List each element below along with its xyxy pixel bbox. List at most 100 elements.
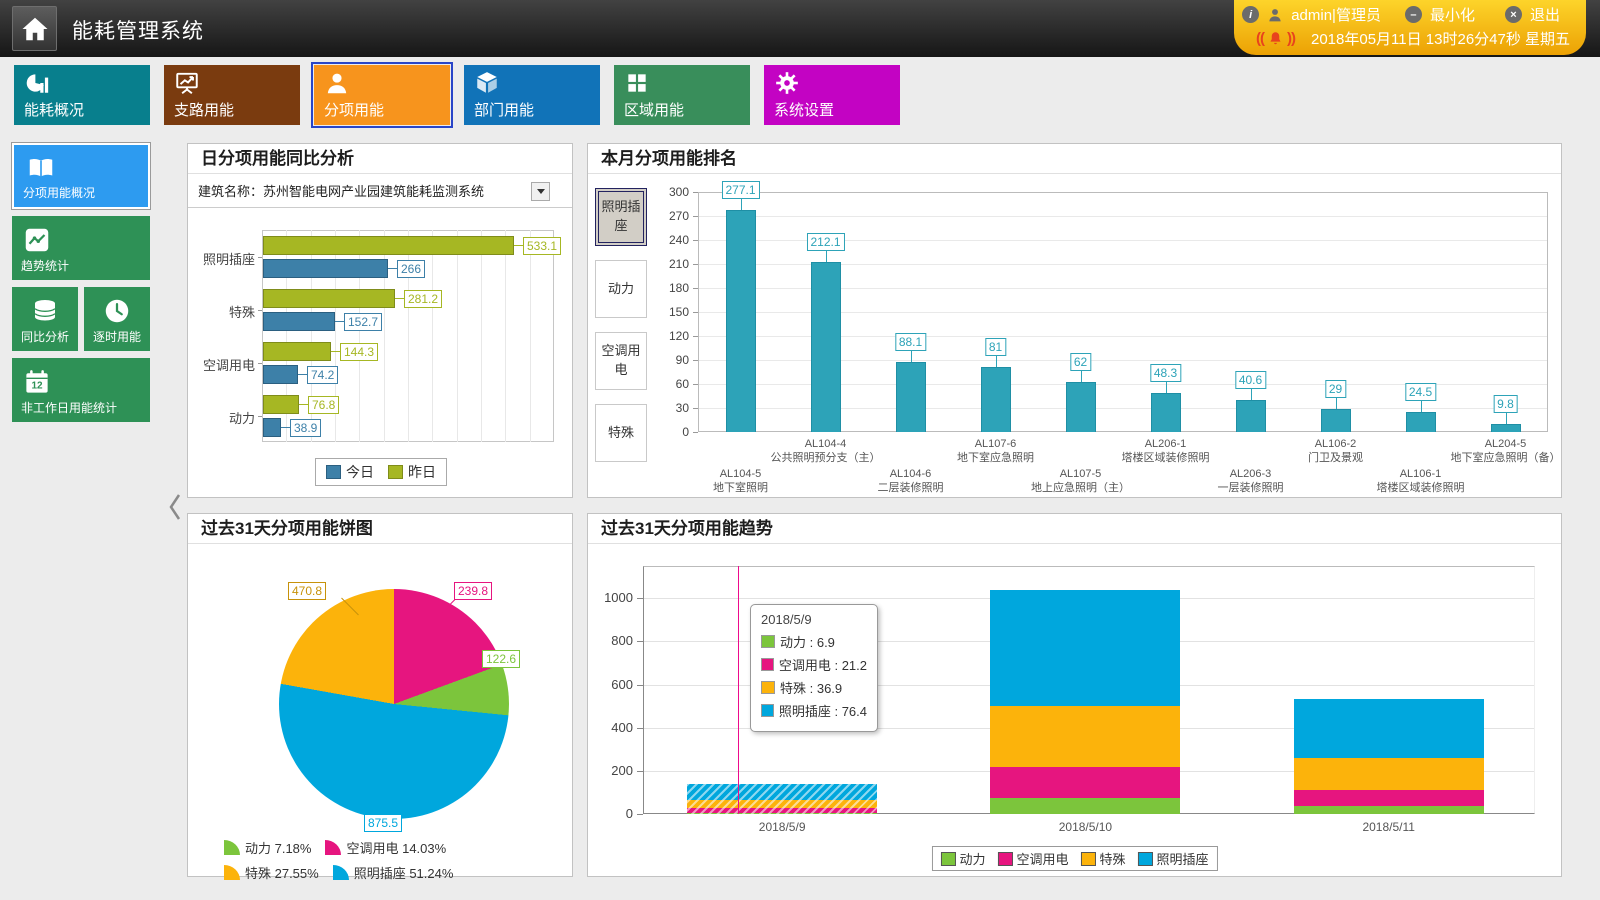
bar-AL206-3[interactable]	[1235, 400, 1266, 432]
bar-昨日[interactable]	[263, 394, 299, 414]
sidebar-item-subitem-overview[interactable]: 分项用能概况	[11, 142, 151, 210]
bar-AL106-2[interactable]	[1320, 409, 1351, 432]
legend-swatch	[388, 465, 403, 479]
bar-segment-动力[interactable]	[1293, 805, 1484, 814]
nav-tab-system-settings[interactable]: 系统设置	[764, 65, 900, 125]
gridline	[699, 240, 1547, 241]
bar-AL107-5[interactable]	[1065, 382, 1096, 432]
minimize-icon[interactable]: –	[1404, 6, 1422, 23]
legend-item-特殊[interactable]: 特殊 27.55%	[224, 863, 319, 882]
dropdown-button[interactable]	[531, 182, 550, 201]
sidebar-item-hourly-energy[interactable]: 逐时用能	[84, 287, 150, 351]
bar-segment-空调用电[interactable]	[1293, 789, 1484, 806]
sidebar-item-yoy-analysis[interactable]: 同比分析	[12, 287, 78, 351]
legend-item-昨日[interactable]: 昨日	[388, 462, 436, 482]
legend-item-动力[interactable]: 动力 7.18%	[224, 838, 311, 857]
nav-tab-area-energy[interactable]: 区域用能	[614, 65, 750, 125]
bar-昨日[interactable]	[263, 288, 395, 308]
info-icon[interactable]: i	[1242, 6, 1260, 23]
nav-tab-energy-overview[interactable]: 能耗概况	[14, 65, 150, 125]
axis-tick	[693, 432, 698, 433]
bar-AL107-6[interactable]	[980, 367, 1011, 432]
nav-label: 区域用能	[624, 102, 685, 119]
gridline	[505, 230, 507, 442]
x-axis-label-line2: 地下室应急照明（备）	[1450, 452, 1561, 465]
sidebar-label: 趋势统计	[21, 259, 70, 273]
bar-AL106-1[interactable]	[1405, 412, 1436, 432]
tooltip-swatch	[761, 658, 774, 671]
legend-item-动力[interactable]: 动力	[940, 849, 985, 868]
gridline	[286, 230, 288, 442]
bar-segment-照明插座[interactable]	[1293, 699, 1484, 758]
legend-item-空调用电[interactable]: 空调用电	[997, 849, 1069, 868]
bar-今日[interactable]	[263, 417, 281, 437]
gridline	[699, 216, 1547, 217]
gridline	[481, 230, 482, 442]
user-icon	[1269, 8, 1281, 21]
bar-今日[interactable]	[263, 311, 335, 331]
tooltip-row: 空调用电 : 21.2	[761, 655, 867, 674]
nav-tab-subitem-energy-selected[interactable]: 分项用能	[311, 62, 453, 128]
bar-AL204-5[interactable]	[1490, 424, 1521, 432]
close-icon[interactable]: ×	[1504, 6, 1522, 23]
trend-line-icon	[25, 228, 49, 252]
bar-segment-特殊[interactable]	[1293, 757, 1484, 790]
pie-chart-icon	[26, 74, 49, 93]
axis-category-label: 动力	[228, 410, 255, 426]
x-axis-label: AL104-6 二层装修照明	[836, 467, 986, 496]
collapse-sidebar-handle[interactable]	[166, 492, 184, 522]
nav-tab-branch-energy[interactable]: 支路用能	[164, 65, 300, 125]
grid-squares-icon	[628, 74, 646, 92]
sidebar-item-trend-stats[interactable]: 趋势统计	[12, 216, 150, 280]
legend-item-照明插座[interactable]: 照明插座	[1137, 849, 1209, 868]
legend-item-今日[interactable]: 今日	[326, 462, 374, 482]
rank-filter-hvac[interactable]: 空调用电	[595, 332, 647, 390]
legend-item-空调用电[interactable]: 空调用电 14.03%	[325, 838, 446, 857]
alarm-bell-icon[interactable]: ((	[1256, 30, 1265, 47]
nav-tab-department-energy[interactable]: 部门用能	[464, 65, 600, 125]
y-axis-label: 210	[668, 257, 689, 271]
value-connector	[825, 250, 827, 262]
trend-31d-chart: 0 200 400 600 800 1000 2018/5/9 2018/5/10 2018/5…	[588, 544, 1561, 876]
value-label: 152.7	[344, 312, 383, 331]
bar-AL104-5[interactable]	[725, 210, 756, 432]
value-label: 24.5	[1404, 383, 1437, 401]
value-connector	[395, 297, 404, 299]
legend-item-特殊[interactable]: 特殊	[1080, 849, 1126, 868]
bar-AL104-4[interactable]	[810, 262, 841, 432]
gridline	[432, 230, 434, 442]
tooltip-swatch	[761, 635, 775, 648]
bar-segment-照明插座[interactable]	[990, 589, 1181, 707]
x-axis-label: AL106-2 门卫及景观	[1261, 437, 1411, 466]
bar-今日[interactable]	[263, 258, 388, 278]
panel-pie-31d: 过去31天分项用能饼图 470.8 239.8 122.6 875.5 动力 7.18%…	[187, 513, 573, 881]
gridline	[699, 408, 1547, 409]
value-label: 74.2	[307, 365, 339, 384]
building-select-row[interactable]: 建筑名称：苏州智能电网产业园建筑能耗监测系统	[188, 174, 572, 208]
bar-segment-特殊[interactable]	[990, 706, 1181, 767]
legend-fan-swatch	[224, 840, 240, 855]
sidebar-item-nonworkday-stats[interactable]: 12 非工作日用能统计	[12, 358, 150, 422]
gridline	[699, 384, 1547, 385]
bar-segment-空调用电[interactable]	[990, 766, 1181, 799]
rank-filter-special[interactable]: 特殊	[595, 404, 647, 462]
bar-昨日[interactable]	[263, 235, 514, 255]
bar-segment-动力[interactable]	[990, 798, 1181, 814]
rank-filter-lighting-sockets[interactable]: 照明插座	[595, 188, 647, 246]
y-axis-label: 120	[668, 329, 689, 343]
home-button[interactable]	[12, 6, 57, 51]
x-axis-label-line2: 地上应急照明（主）	[1031, 482, 1130, 495]
y-axis-label: 60	[675, 377, 689, 391]
value-label: 48.3	[1149, 364, 1182, 382]
gridline	[310, 230, 312, 442]
bar-AL104-6[interactable]	[895, 362, 926, 432]
minimize-button[interactable]: 最小化	[1429, 7, 1475, 24]
pie[interactable]	[279, 589, 509, 819]
exit-button[interactable]: 退出	[1529, 7, 1560, 24]
legend-item-照明插座[interactable]: 照明插座 51.24%	[332, 863, 453, 882]
rank-filter-power[interactable]: 动力	[595, 260, 647, 318]
y-axis-label: 0	[625, 806, 633, 821]
bar-今日[interactable]	[263, 364, 298, 384]
bar-昨日[interactable]	[263, 341, 331, 361]
bar-AL206-1[interactable]	[1150, 393, 1181, 432]
